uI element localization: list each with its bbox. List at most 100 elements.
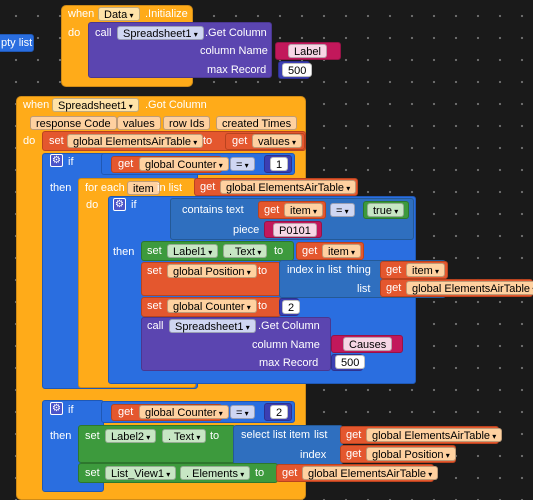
if1-then-label: then [50,182,72,194]
contains-get-label: get [264,204,280,216]
select-list-item-block[interactable] [233,425,343,465]
if2-number-value[interactable]: 2 [270,405,289,419]
set-listview-to-label: to [255,467,265,479]
inner-if-mutator-gear-icon[interactable]: ⚙ [113,198,126,211]
label1-text-property-dropdown[interactable]: . Text [223,244,268,258]
set-listview-set-label: set [85,467,100,479]
label1-get-label: get [302,245,318,257]
call2-call-label: call [147,320,164,332]
foreach-item-variable[interactable]: item [127,181,160,195]
param-row-ids[interactable]: row Ids [163,116,211,130]
gotcolumn-event-label: .Got Column [145,99,207,111]
initialize-event-label: .Initialize [145,8,188,20]
initialize-spreadsheet-dropdown[interactable]: Spreadsheet1 [117,26,204,40]
initialize-max-record-value[interactable]: 500 [282,63,313,77]
if2-mutator-gear-icon[interactable]: ⚙ [50,402,63,415]
fragment-label: pty list [1,37,33,49]
set-airtable-to-label: to [203,135,213,147]
set-airtable-var-dropdown[interactable]: global ElementsAirTable [67,134,204,148]
contains-operator-dropdown[interactable]: = [330,203,355,217]
select-position-dropdown[interactable]: global Position [366,447,456,461]
piece-label: piece [233,224,260,236]
param-response-code[interactable]: response Code [30,116,117,130]
if2-then-label: then [50,430,72,442]
call2-max-record-label: max Record [259,357,319,369]
set-position-to-label: to [258,265,268,277]
piece-value[interactable]: P0101 [273,223,317,237]
listview-component-dropdown[interactable]: List_View1 [105,466,177,480]
if1-operator-dropdown[interactable]: = [230,157,255,171]
call2-spreadsheet-dropdown[interactable]: Spreadsheet1 [169,319,256,333]
label1-item-dropdown[interactable]: item [322,244,362,258]
initialize-component-dropdown[interactable]: Data [98,7,140,21]
set-counter-var-dropdown[interactable]: global Counter [167,299,257,313]
call2-method-label: .Get Column [258,320,320,332]
initialize-do-label: do [68,27,81,39]
set-label2-set-label: set [85,430,100,442]
if1-counter-dropdown[interactable]: global Counter [139,157,229,171]
if1-if-label: if [68,156,74,168]
select-get-airtable-label: get [346,429,362,441]
contains-item-dropdown[interactable]: item [284,203,324,217]
select-list-item-label: select list item [241,429,311,441]
if2-get-label: get [118,406,134,418]
set-label2-to-label: to [210,430,220,442]
gotcolumn-when-label: when [23,99,50,111]
contains-label: contains [182,204,223,216]
if1-mutator-gear-icon[interactable]: ⚙ [50,154,63,167]
select-get-position-label: get [346,448,362,460]
set-label1-to-label: to [274,245,284,257]
index-get-label: get [386,264,402,276]
set-counter-to-label: to [258,300,268,312]
foreach-inlist-label: in list [157,182,183,194]
contains-true-dropdown[interactable]: true [367,203,405,217]
get-values-get-label: get [232,135,248,147]
initialize-column-name-label: column Name [200,45,268,57]
initialize-max-record-label: max Record [207,64,267,76]
set-label1-set-label: set [147,245,162,257]
get-values-dropdown[interactable]: values [252,134,303,148]
set-counter-number-value[interactable]: 2 [282,300,301,314]
if2-if-label: if [68,404,74,416]
initialize-method-label: .Get Column [205,27,267,39]
foreach-list-dropdown[interactable]: global ElementsAirTable [220,180,357,194]
select-airtable-dropdown[interactable]: global ElementsAirTable [366,428,503,442]
contains-text-label: text [226,204,244,216]
foreach-do-label: do [86,199,99,211]
select-list-label: list [314,429,328,441]
gotcolumn-do-label: do [23,135,36,147]
inner-then-label: then [113,246,135,258]
index-item-dropdown[interactable]: item [406,263,446,277]
call2-column-name-value[interactable]: Causes [343,337,393,351]
if2-operator-dropdown[interactable]: = [230,405,255,419]
set-counter-set-label: set [147,300,162,312]
listview-airtable-dropdown[interactable]: global ElementsAirTable [302,466,439,480]
param-values[interactable]: values [117,116,161,130]
initialize-when-label: when [68,8,95,20]
index-get-airtable-label: get [386,282,402,294]
if1-get-label: get [118,158,134,170]
foreach-label: for each [85,182,125,194]
set-position-set-label: set [147,265,162,277]
call2-column-name-label: column Name [252,339,320,351]
initialize-call-label: call [95,27,112,39]
gotcolumn-component-dropdown[interactable]: Spreadsheet1 [52,98,139,112]
select-index-label: index [300,449,327,461]
foreach-get-label: get [200,181,216,193]
label1-component-dropdown[interactable]: Label1 [167,244,219,258]
label2-component-dropdown[interactable]: Label2 [105,429,157,443]
inner-if-label: if [131,199,137,211]
if2-counter-dropdown[interactable]: global Counter [139,405,229,419]
param-created-times[interactable]: created Times [216,116,298,130]
fragment-block-empty-list[interactable]: pty list [0,34,34,52]
listview-elements-property-dropdown[interactable]: . Elements [180,466,251,480]
index-airtable-dropdown[interactable]: global ElementsAirTable [406,281,533,295]
set-airtable-set-label: set [49,135,64,147]
initialize-column-name-value[interactable]: Label [288,44,327,58]
label2-text-property-dropdown[interactable]: . Text [162,429,207,443]
position-var-dropdown[interactable]: global Position [167,264,257,278]
call2-max-record-value[interactable]: 500 [335,355,366,369]
if1-number-value[interactable]: 1 [270,157,289,171]
index-thing-label: thing [347,264,371,276]
index-list-label: list [357,283,371,295]
